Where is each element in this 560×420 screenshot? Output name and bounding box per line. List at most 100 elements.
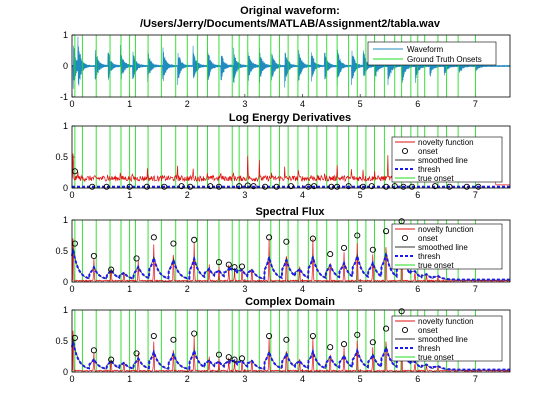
onset-marker (215, 183, 223, 190)
x-tick-label: 7 (473, 284, 478, 294)
onset-marker (408, 183, 416, 190)
smoothed-line (71, 246, 510, 281)
onset-marker (215, 351, 223, 358)
onset-marker (334, 183, 341, 190)
panel-waveform-subtitle: /Users/Jerry/Documents/MATLAB/Assignment… (140, 18, 441, 30)
legend-label-waveform: Waveform (407, 45, 443, 54)
onset-marker (368, 183, 375, 190)
x-tick-label: 3 (242, 99, 247, 109)
panel-log-energy-legend: novelty function onset smoothed line thr… (391, 136, 503, 183)
x-tick-label: 7 (473, 190, 478, 200)
x-tick-label: 1 (127, 284, 132, 294)
waveform-line (71, 36, 511, 89)
onset-marker (328, 183, 335, 190)
panel-spectral-flux-legend: novelty function onset smoothed line thr… (391, 223, 503, 270)
onset-marker (266, 332, 273, 340)
x-tick-label: 4 (300, 190, 305, 200)
x-tick-label: 7 (473, 99, 478, 109)
onset-marker (262, 183, 269, 190)
panel-log-energy-title: Log Energy Derivatives (229, 112, 351, 124)
legend-label-novelty: novelty function (418, 138, 474, 147)
x-tick-label: 7 (473, 374, 478, 384)
panel-complex-domain-axes-box (71, 309, 511, 373)
legend-label-true-onset: true onset (418, 353, 454, 362)
y-tick-label: 1 (63, 305, 68, 315)
onset-marker (143, 183, 150, 190)
onset-marker (90, 252, 97, 260)
y-tick-label: 0 (63, 367, 68, 377)
onset-marker (311, 183, 318, 190)
onset-marker (215, 259, 223, 266)
legend-label-thresh: thresh (418, 344, 440, 353)
x-tick-label: 1 (127, 190, 132, 200)
legend-label-ground-truth: Ground Truth Onsets (407, 55, 482, 64)
onset-marker (236, 183, 243, 190)
x-tick-label: 0 (69, 374, 74, 384)
x-tick-label: 1 (127, 374, 132, 384)
onset-marker (446, 183, 453, 190)
onset-marker (327, 251, 334, 258)
panel-spectral-flux: Spectral Flux 0 1 2 3 4 5 6 7 0 0.5 1 novelty func… (55, 206, 511, 294)
legend-label-thresh: thresh (418, 252, 440, 261)
legend-label-onset: onset (418, 326, 438, 335)
x-tick-label: 2 (185, 374, 190, 384)
onset-marker (287, 183, 295, 190)
onset-marker (238, 355, 246, 362)
x-tick-label: 4 (300, 99, 305, 109)
onset-marker (108, 266, 115, 273)
onset-marker (103, 183, 110, 190)
onset-marker (238, 263, 246, 270)
legend-swatch-onset (401, 326, 409, 334)
y-tick-label: 0 (63, 61, 68, 71)
onset-marker (391, 183, 398, 190)
novelty-function-line (71, 328, 511, 373)
y-tick-label: 0.5 (55, 152, 68, 162)
x-tick-label: 6 (415, 284, 420, 294)
x-tick-label: 5 (358, 190, 363, 200)
x-tick-label: 6 (415, 374, 420, 384)
x-tick-label: 3 (242, 284, 247, 294)
onset-marker (354, 331, 361, 338)
x-tick-label: 5 (358, 374, 363, 384)
onset-marker (354, 232, 361, 239)
onset-marker (207, 183, 214, 190)
legend-swatch-onset (401, 234, 409, 242)
x-tick-label: 0 (69, 284, 74, 294)
x-tick-label: 1 (127, 99, 132, 109)
x-tick-label: 0 (69, 99, 74, 109)
legend-label-smoothed: smoothed line (418, 156, 468, 165)
onset-marker (398, 308, 405, 315)
x-tick-label: 2 (185, 99, 190, 109)
y-tick-label: -1 (60, 92, 68, 102)
legend-label-novelty: novelty function (418, 317, 474, 326)
novelty-function-line (71, 237, 511, 283)
panel-log-energy-axes-box (71, 125, 511, 189)
onset-marker (463, 183, 470, 190)
panel-waveform-legend: Waveform Ground Truth Onsets (367, 41, 497, 66)
onset-marker (150, 234, 157, 241)
onset-marker (266, 234, 273, 241)
onset-marker (150, 332, 157, 340)
onset-marker (340, 341, 348, 348)
onset-marker (108, 356, 115, 363)
x-tick-label: 6 (415, 190, 420, 200)
onset-marker (369, 246, 376, 253)
onset-marker (250, 183, 257, 190)
onset-marker (383, 183, 390, 190)
onset-marker (191, 330, 198, 337)
onset-marker (383, 228, 390, 235)
y-tick-label: 1 (63, 215, 68, 225)
thresh-line (71, 337, 510, 371)
panel-waveform: Original waveform: /Users/Jerry/Document… (60, 5, 511, 109)
onset-marker (383, 325, 390, 332)
panel-log-energy: Log Energy Derivatives 0 1 2 3 4 5 6 7 0 0.5 1 nov… (55, 112, 511, 200)
onset-marker (345, 183, 352, 190)
panel-waveform-title: Original waveform: (240, 5, 340, 17)
onset-marker (170, 336, 177, 343)
x-tick-label: 6 (415, 99, 420, 109)
panel-spectral-flux-title: Spectral Flux (255, 206, 325, 218)
onset-marker (133, 350, 140, 357)
legend-label-true-onset: true onset (418, 261, 454, 270)
onset-marker (309, 235, 316, 242)
x-tick-label: 0 (69, 190, 74, 200)
